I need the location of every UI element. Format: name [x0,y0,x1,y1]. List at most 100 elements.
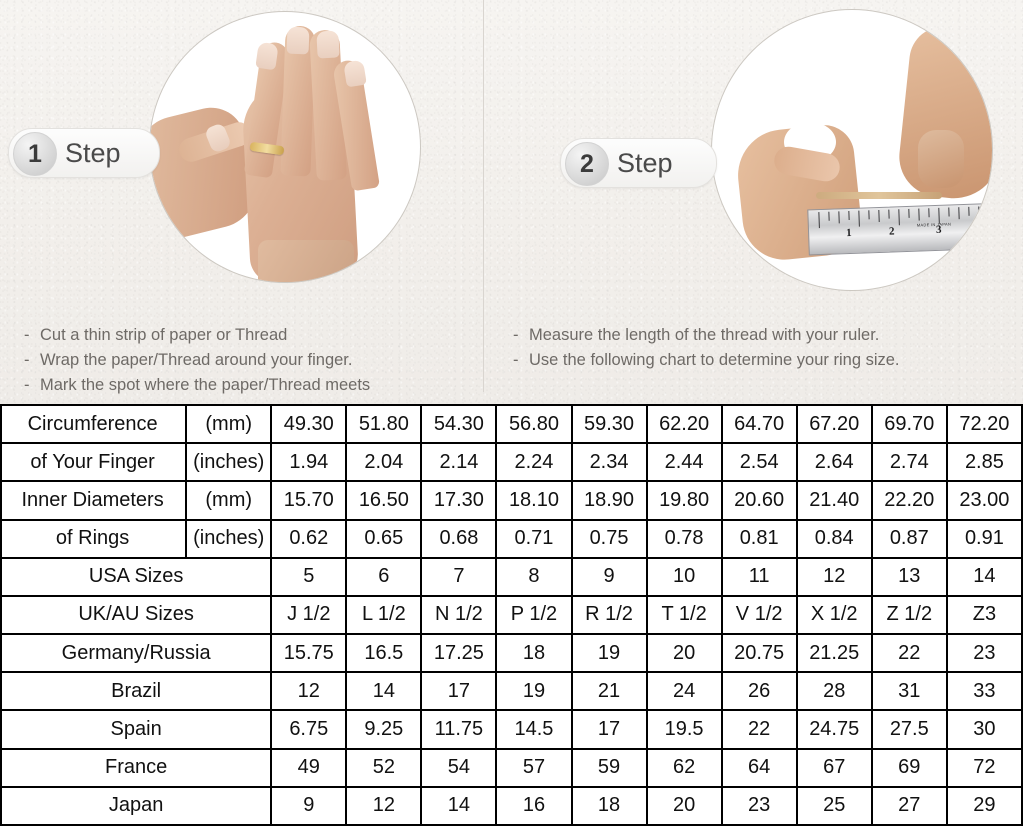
data-cell: 26 [720,671,798,712]
data-cell: 0.62 [270,518,348,559]
data-cell: J 1/2 [270,594,348,636]
data-cell: 11.75 [420,709,498,750]
row-header-france: France [0,747,273,788]
size-conversion-table: Circumference (mm) 49.30 51.80 54.30 56.… [0,403,1023,826]
fingernail-shape [286,26,310,55]
data-cell: 17.25 [420,633,498,674]
fingernail-shape [255,41,279,71]
data-cell: 57 [495,747,573,788]
instruction-line: - Measure the length of the thread with y… [513,323,900,348]
instruction-text: Mark the spot where the paper/Thread mee… [40,376,371,394]
table-row: Japan 9 12 14 16 18 20 23 25 27 29 [0,785,1023,826]
data-cell: 10 [645,556,723,597]
right-finger-shape [918,130,964,188]
data-cell: 54 [420,747,498,788]
data-cell: 16.50 [345,480,423,521]
data-cell: 13 [870,556,948,597]
bullet-dash: - [513,351,519,369]
data-cell: 25 [795,785,873,826]
bullet-dash: - [24,351,30,369]
data-cell: 62.20 [645,403,723,445]
data-cell: P 1/2 [495,594,573,636]
data-cell: R 1/2 [570,594,648,636]
data-cell: 0.68 [420,518,498,559]
unit-cell: (mm) [185,480,273,521]
step-badge-2: 2 Step [560,138,717,188]
bullet-dash: - [513,326,519,344]
unit-cell: (inches) [185,518,273,559]
data-cell: 69 [870,747,948,788]
data-cell: 2.34 [570,442,648,483]
table-row: Germany/Russia 15.75 16.5 17.25 18 19 20… [0,633,1023,674]
data-cell: 21.40 [795,480,873,521]
data-cell: 62 [645,747,723,788]
data-cell: 23 [720,785,798,826]
instruction-line: - Cut a thin strip of paper or Thread [24,323,370,348]
data-cell: 18.10 [495,480,573,521]
table-row: Circumference (mm) 49.30 51.80 54.30 56.… [0,403,1023,445]
row-header-usa-sizes: USA Sizes [0,556,273,597]
data-cell: 7 [420,556,498,597]
data-cell: 64.70 [720,403,798,445]
data-cell: 30 [945,709,1023,750]
data-cell: 59 [570,747,648,788]
table-row: Inner Diameters (mm) 15.70 16.50 17.30 1… [0,480,1023,521]
step-number-2: 2 [565,142,609,186]
data-cell: 15.75 [270,633,348,674]
data-cell: 29 [945,785,1023,826]
data-cell: 59.30 [570,403,648,445]
data-cell: T 1/2 [645,594,723,636]
data-cell: 12 [270,671,348,712]
data-cell: 27 [870,785,948,826]
data-cell: 2.74 [870,442,948,483]
panel-divider [483,0,484,392]
data-cell: 19 [570,633,648,674]
instruction-line: - Mark the spot where the paper/Thread me… [24,373,370,398]
table-row: of Your Finger (inches) 1.94 2.04 2.14 2… [0,442,1023,483]
data-cell: 20.60 [720,480,798,521]
data-cell: 16.5 [345,633,423,674]
data-cell: 20 [645,633,723,674]
data-cell: 28 [795,671,873,712]
data-cell: 24.75 [795,709,873,750]
step2-photo: 1 2 3 MADE IN JAPAN [712,10,992,290]
table-row: Spain 6.75 9.25 11.75 14.5 17 19.5 22 24… [0,709,1023,750]
data-cell: 8 [495,556,573,597]
table-row: USA Sizes 5 6 7 8 9 10 11 12 13 14 [0,556,1023,597]
wrist-shape [258,240,354,282]
data-cell: 23 [945,633,1023,674]
instruction-line: - Wrap the paper/Thread around your finge… [24,348,370,373]
data-cell: 72 [945,747,1023,788]
data-cell: 21 [570,671,648,712]
data-cell: 18 [495,633,573,674]
step-label-2: Step [617,147,673,178]
data-cell: 33 [945,671,1023,712]
data-cell: 72.20 [945,403,1023,445]
data-cell: 2.64 [795,442,873,483]
thread-strip-shape [816,192,942,199]
table-row: France 49 52 54 57 59 62 64 67 69 72 [0,747,1023,788]
data-cell: 67.20 [795,403,873,445]
data-cell: 20 [645,785,723,826]
data-cell: 56.80 [495,403,573,445]
row-header-uk-au-sizes: UK/AU Sizes [0,594,273,636]
data-cell: N 1/2 [420,594,498,636]
instruction-text: Cut a thin strip of paper or Thread [40,326,288,344]
row-header-germany-russia: Germany/Russia [0,633,273,674]
data-cell: 69.70 [870,403,948,445]
step1-instructions: - Cut a thin strip of paper or Thread - Wr… [24,323,370,398]
data-cell: Z3 [945,594,1023,636]
instruction-line: - Use the following chart to determine yo… [513,348,900,373]
instruction-text: Measure the length of the thread with yo… [529,326,880,344]
data-cell: 2.44 [645,442,723,483]
data-cell: 9.25 [345,709,423,750]
unit-cell: (inches) [185,442,273,483]
data-cell: 17.30 [420,480,498,521]
row-header-brazil: Brazil [0,671,273,712]
data-cell: 0.71 [495,518,573,559]
data-cell: 22 [870,633,948,674]
data-cell: 16 [495,785,573,826]
data-cell: 11 [720,556,798,597]
data-cell: 49 [270,747,348,788]
data-cell: 54.30 [420,403,498,445]
